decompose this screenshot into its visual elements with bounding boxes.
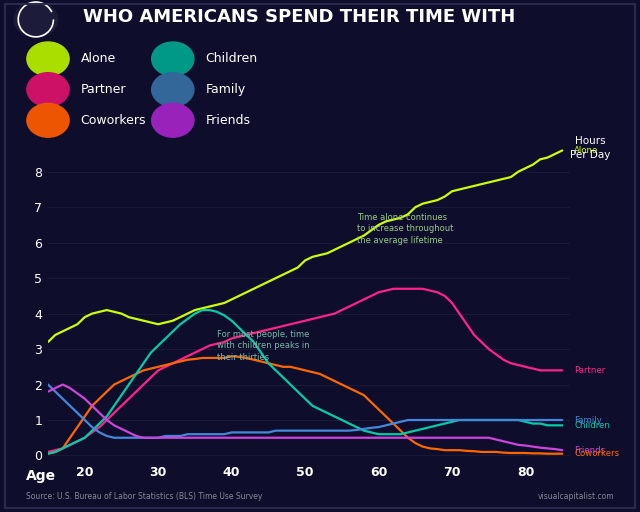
Text: Partner: Partner	[574, 366, 605, 375]
Text: Alone: Alone	[574, 146, 598, 155]
Text: Children: Children	[205, 52, 257, 66]
Text: Children: Children	[574, 421, 610, 430]
Text: Friends: Friends	[205, 114, 250, 127]
Text: Source: U.S. Bureau of Labor Statistics (BLS) Time Use Survey: Source: U.S. Bureau of Labor Statistics …	[26, 492, 262, 501]
Text: Family: Family	[574, 416, 602, 424]
Text: Time alone continues
to increase throughout
the average lifetime: Time alone continues to increase through…	[356, 212, 453, 245]
Text: WHO AMERICANS SPEND THEIR TIME WITH: WHO AMERICANS SPEND THEIR TIME WITH	[83, 8, 515, 26]
Text: visualcapitalist.com: visualcapitalist.com	[538, 492, 614, 501]
Text: Age: Age	[26, 469, 56, 483]
Text: Family: Family	[205, 83, 246, 96]
Text: Partner: Partner	[81, 83, 126, 96]
Text: Friends: Friends	[574, 445, 605, 455]
Text: For most people, time
with children peaks in
their thirties: For most people, time with children peak…	[217, 330, 310, 362]
Text: Hours
Per Day: Hours Per Day	[570, 136, 611, 160]
Text: Alone: Alone	[81, 52, 116, 66]
Text: Coworkers: Coworkers	[81, 114, 146, 127]
Text: Coworkers: Coworkers	[574, 449, 619, 458]
